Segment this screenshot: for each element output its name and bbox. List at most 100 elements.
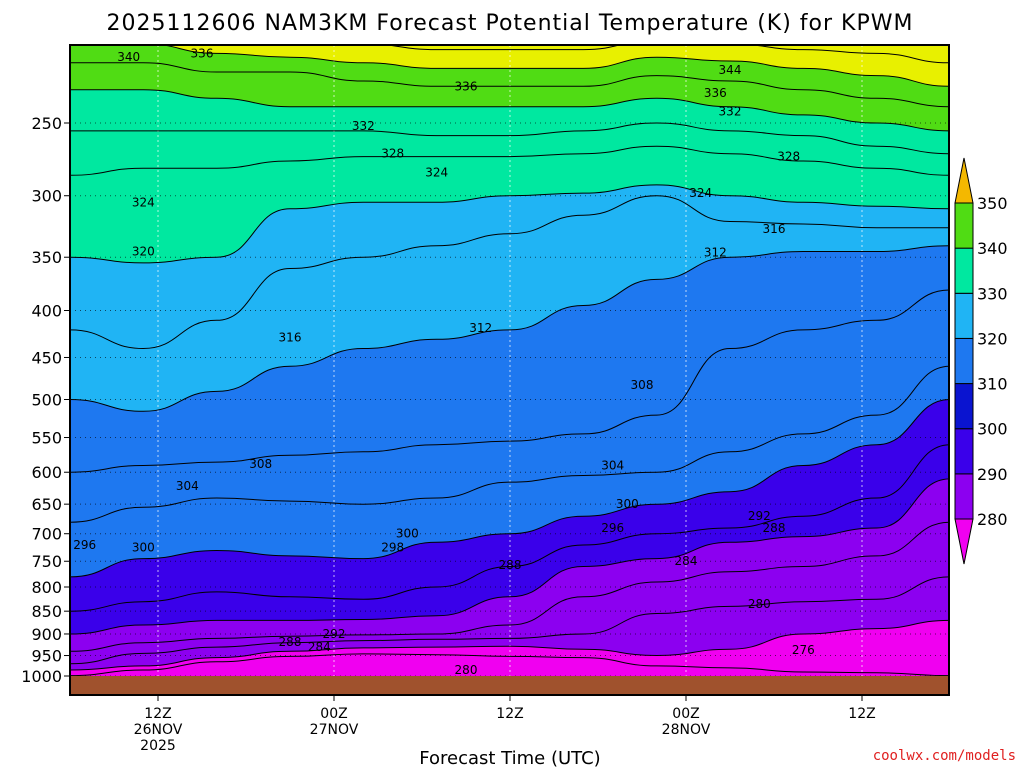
contour-label: 296 — [73, 538, 96, 552]
contour-label: 298 — [381, 541, 404, 555]
contour-label: 316 — [279, 330, 302, 344]
y-tick-label: 300 — [31, 187, 62, 206]
contour-label: 288 — [499, 558, 522, 572]
contour-label: 284 — [675, 554, 698, 568]
y-tick-label: 900 — [31, 625, 62, 644]
contour-labels: 340 336 336 344 336 332 332 328 328 324 324 324 320 3… — [73, 46, 815, 676]
contour-label: 328 — [777, 150, 800, 164]
y-tick-label: 650 — [31, 495, 62, 514]
contour-label: 300 — [616, 497, 639, 511]
colorbar-bottom-arrow — [954, 518, 974, 565]
y-tick-label: 400 — [31, 301, 62, 320]
ground-surface — [70, 676, 949, 695]
contour-label: 308 — [631, 378, 654, 392]
grid-lines — [70, 45, 949, 676]
contour-label: 312 — [469, 321, 492, 335]
contour-label: 296 — [601, 521, 624, 535]
x-tick-label: 12Z — [144, 706, 171, 722]
y-tick-label: 700 — [31, 525, 62, 544]
contour-label: 324 — [689, 186, 712, 200]
y-tick-label: 750 — [31, 552, 62, 571]
isentrope-lines — [70, 45, 949, 676]
contour-label: 336 — [191, 46, 214, 60]
colorbar-tick-label: 350 — [977, 194, 1008, 213]
y-tick-label: 250 — [31, 114, 62, 133]
colorbar-segment — [954, 428, 974, 475]
y-tick-label: 950 — [31, 647, 62, 666]
contour-label: 324 — [132, 195, 155, 209]
x-axis-label: Forecast Time (UTC) — [419, 748, 600, 768]
x-tick-label: 27NOV — [310, 722, 359, 738]
contour-label: 332 — [719, 105, 742, 119]
y-tick-label: 1000 — [21, 667, 62, 686]
chart-title: 2025112606 NAM3KM Forecast Potential Tem… — [107, 11, 914, 36]
contour-label: 324 — [425, 165, 448, 179]
colorbar-segment — [954, 337, 974, 385]
contour-label: 316 — [763, 222, 786, 236]
contour-label: 320 — [132, 244, 155, 258]
colorbar: 280 290 300 310 320 330 340 350 — [954, 157, 1008, 565]
band-fill-340 — [162, 45, 949, 87]
isentrope-276 — [70, 653, 949, 676]
isentrope-320 — [70, 184, 949, 264]
contour-label: 336 — [704, 86, 727, 100]
contour-label: 276 — [792, 643, 815, 657]
contour-label: 340 — [117, 50, 140, 64]
y-tick-label: 600 — [31, 463, 62, 482]
y-tick-label: 350 — [31, 248, 62, 267]
y-tick-label: 550 — [31, 429, 62, 448]
isentrope-288 — [70, 521, 949, 652]
contour-label: 312 — [704, 246, 727, 260]
contour-label: 300 — [132, 541, 155, 555]
y-tick-label: 500 — [31, 391, 62, 410]
x-tick-label: 12Z — [848, 706, 875, 722]
pressure-axis: 250 300 350 400 450 500 550 600 650 700 750 800 850 9… — [21, 114, 70, 686]
contour-label: 300 — [396, 527, 419, 541]
contour-label: 304 — [601, 459, 624, 473]
contour-label: 292 — [748, 509, 771, 523]
colorbar-tick-label: 330 — [977, 284, 1008, 303]
contour-label: 344 — [719, 63, 742, 77]
colorbar-top-arrow — [954, 157, 974, 204]
x-tick-label: 00Z — [320, 706, 347, 722]
isentrope-284 — [70, 576, 949, 665]
colorbar-segment — [954, 247, 974, 294]
colorbar-tick-label: 280 — [977, 510, 1008, 529]
x-tick-label: 00Z — [672, 706, 699, 722]
filled-contours — [70, 45, 949, 676]
contour-label: 288 — [279, 635, 302, 649]
isentrope-332 — [70, 89, 949, 132]
isentrope-340 — [158, 45, 949, 87]
colorbar-segment — [954, 292, 974, 339]
colorbar-segment — [954, 473, 974, 520]
contour-label: 292 — [323, 627, 346, 641]
colorbar-tick-label: 310 — [977, 375, 1008, 394]
isentrope-328 — [70, 122, 949, 155]
contour-label: 308 — [249, 457, 272, 471]
isentrope-344 — [382, 45, 949, 64]
contour-label: 304 — [176, 479, 199, 493]
colorbar-tick-label: 340 — [977, 239, 1008, 258]
colorbar-segment — [954, 383, 974, 430]
isentrope-280 — [70, 619, 949, 671]
isentrope-336 — [70, 62, 949, 108]
isentrope-308 — [70, 289, 949, 473]
contour-label: 280 — [748, 597, 771, 611]
credit-text: coolwx.com/models — [873, 748, 1016, 764]
isentrope-300 — [70, 399, 949, 578]
contour-label: 284 — [308, 640, 331, 654]
contour-label: 332 — [352, 119, 375, 133]
isentrope-304 — [70, 365, 949, 523]
contour-label: 336 — [455, 79, 478, 93]
contour-label: 288 — [763, 521, 786, 535]
colorbar-segment — [954, 202, 974, 249]
contour-label: 328 — [381, 147, 404, 161]
isentrope-296 — [70, 444, 949, 612]
isentrope-316 — [70, 195, 949, 350]
y-tick-label: 450 — [31, 348, 62, 367]
y-tick-label: 850 — [31, 602, 62, 621]
isentrope-312 — [70, 245, 949, 412]
colorbar-tick-label: 300 — [977, 420, 1008, 439]
